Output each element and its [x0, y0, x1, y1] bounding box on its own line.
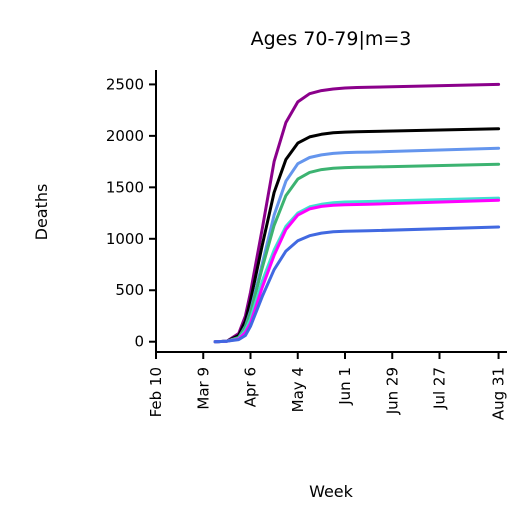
y-tick-label: 2500	[106, 75, 144, 93]
series-line-2	[213, 127, 501, 344]
x-tick-label: Jul 27	[431, 367, 449, 410]
x-tick-label: Mar 9	[194, 367, 212, 410]
series-line-7	[213, 225, 501, 344]
y-tick-label: 1500	[106, 178, 144, 196]
x-tick-label: Jun 1	[336, 367, 354, 406]
y-tick-label: 1000	[106, 230, 144, 248]
x-tick-label: Feb 10	[147, 367, 165, 417]
y-tick-label: 2000	[106, 127, 144, 145]
y-tick-label: 500	[115, 281, 144, 299]
series-line-3	[213, 146, 501, 344]
x-tick-label: May 4	[289, 367, 307, 412]
y-tick-label: 0	[134, 333, 144, 351]
x-axis-title: Week	[309, 482, 354, 501]
x-tick-label: Aug 31	[490, 367, 508, 420]
x-tick-label: Apr 6	[242, 367, 260, 407]
chart-title: Ages 70-79|m=3	[251, 28, 412, 50]
lines-layer	[213, 82, 501, 344]
y-axis-title: Deaths	[32, 184, 51, 241]
x-ticks: Feb 10 Mar 9 Apr 6 May 4 Jun 1 Jun 29 Jul 27 Au…	[147, 352, 508, 420]
y-ticks: 0 500 1000 1500 2000 2500	[106, 75, 156, 351]
series-line-6	[213, 198, 501, 344]
x-tick-label: Jun 29	[383, 367, 401, 415]
